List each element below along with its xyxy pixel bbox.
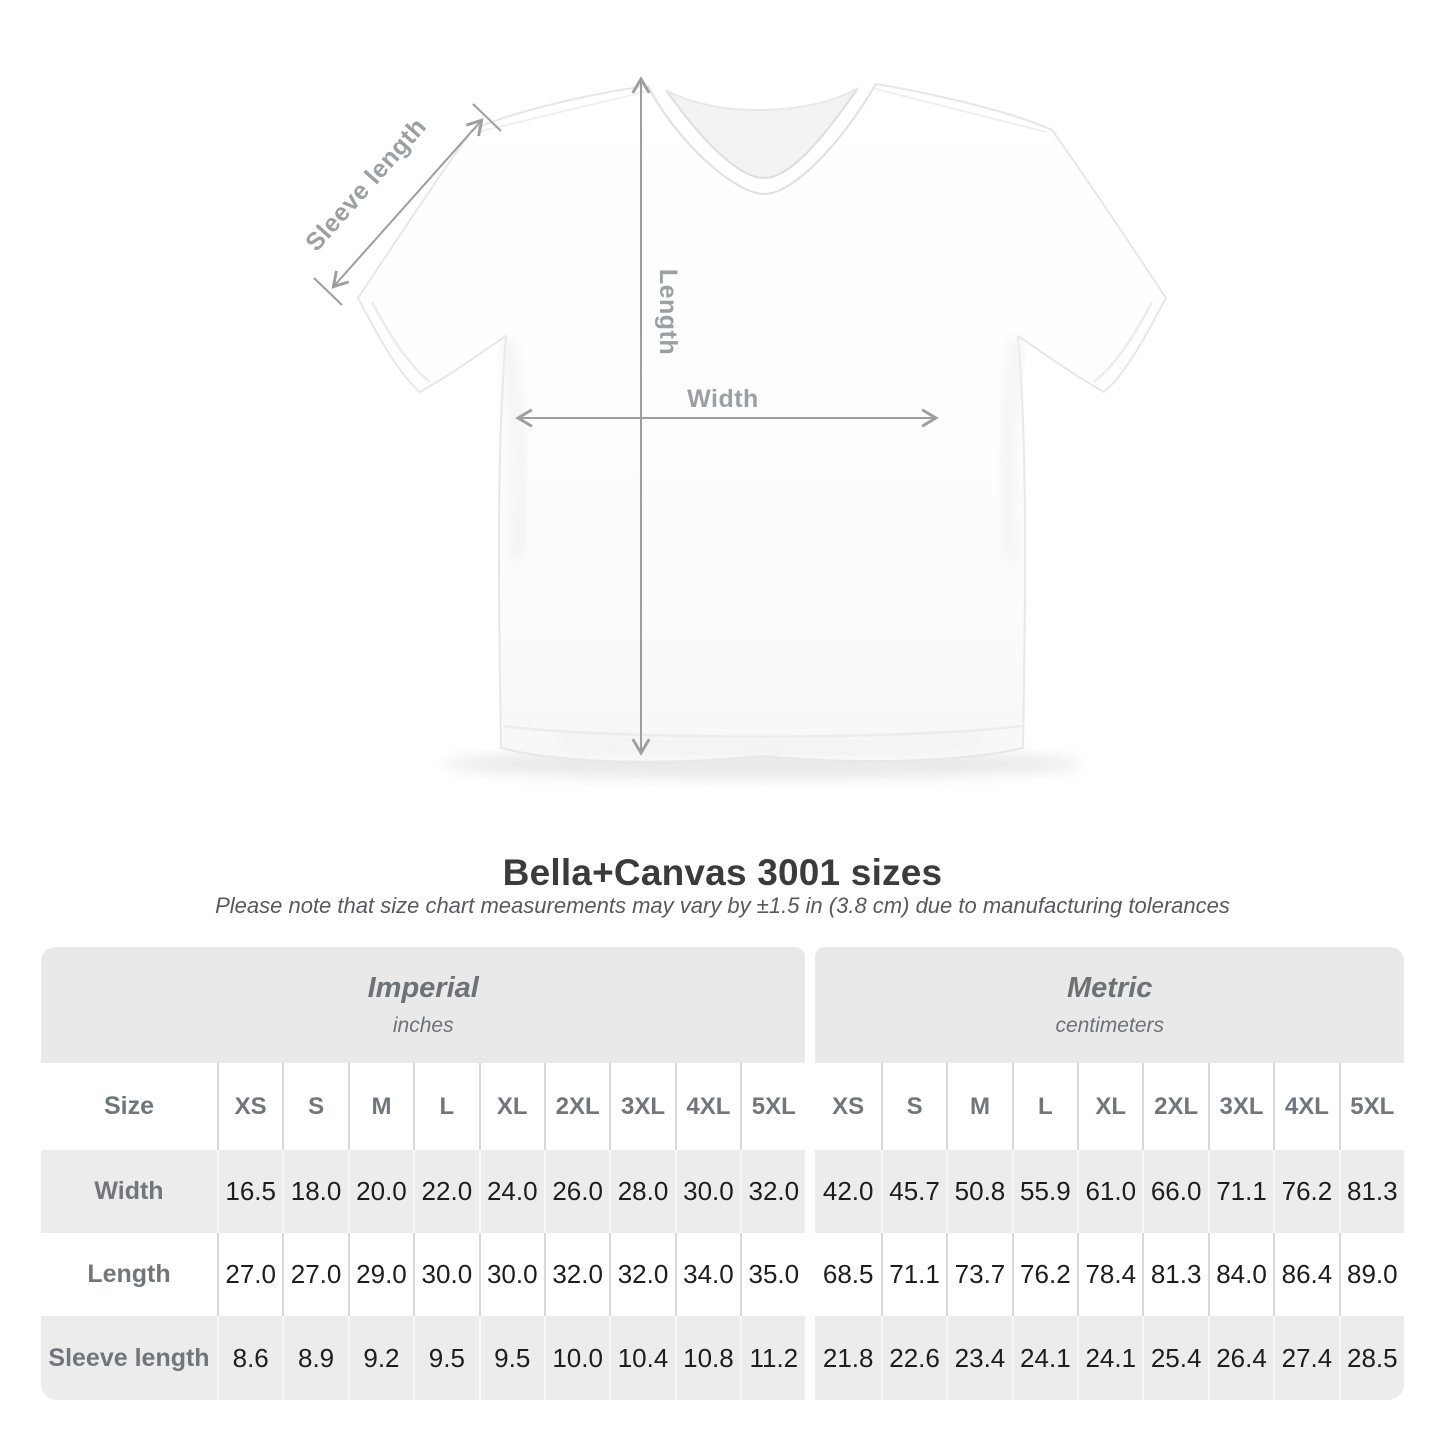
value-cell: 23.4	[946, 1316, 1012, 1400]
value-cell: 66.0	[1142, 1150, 1208, 1233]
value-cell: 32.0	[740, 1150, 806, 1233]
imperial-label: Imperial	[367, 972, 479, 1004]
value-cell: 10.8	[674, 1316, 741, 1400]
page-title: Bella+Canvas 3001 sizes	[502, 852, 943, 893]
metric-section-header: Metric centimeters	[815, 947, 1404, 1063]
value-cell: 55.9	[1011, 1150, 1078, 1233]
value-cell: 71.1	[880, 1233, 947, 1316]
value-cell: 29.0	[347, 1233, 414, 1316]
value-cell: 22.6	[880, 1316, 947, 1400]
value-cell: 27.0	[217, 1233, 283, 1316]
size-col-metric-xs: XS	[815, 1063, 881, 1150]
size-col-imperial-5xl: 5XL	[740, 1063, 806, 1150]
size-col-imperial-4xl: 4XL	[674, 1063, 741, 1150]
value-cell: 10.4	[609, 1316, 675, 1400]
imperial-unit: inches	[392, 1014, 454, 1037]
tolerance-note: Please note that size chart measurements…	[215, 893, 1230, 918]
value-cell: 34.0	[674, 1233, 741, 1316]
value-cell: 28.0	[609, 1150, 675, 1233]
size-col-imperial-s: S	[282, 1063, 348, 1150]
value-cell: 21.8	[815, 1316, 881, 1400]
value-cell: 8.9	[282, 1316, 348, 1400]
value-cell: 73.7	[946, 1233, 1012, 1316]
width-row-header: Width	[41, 1150, 217, 1233]
metric-unit: centimeters	[1055, 1014, 1164, 1037]
sleeve-length-row-header: Sleeve length	[41, 1316, 217, 1400]
size-col-metric-4xl: 4XL	[1273, 1063, 1339, 1150]
value-cell: 27.0	[282, 1233, 348, 1316]
size-col-imperial-3xl: 3XL	[609, 1063, 675, 1150]
value-cell: 28.5	[1338, 1316, 1404, 1400]
sleeve-length-arrow	[313, 103, 502, 306]
tshirt-image	[357, 83, 1167, 763]
metric-label: Metric	[1067, 972, 1153, 1004]
value-cell: 61.0	[1077, 1150, 1143, 1233]
value-cell: 30.0	[413, 1233, 479, 1316]
size-table: Imperial inches Metric centimeters Size …	[41, 947, 1404, 1400]
value-cell: 68.5	[815, 1233, 881, 1316]
value-cell: 86.4	[1273, 1233, 1339, 1316]
value-cell: 78.4	[1077, 1233, 1143, 1316]
size-col-imperial-xs: XS	[217, 1063, 283, 1150]
size-col-metric-l: L	[1011, 1063, 1078, 1150]
size-col-metric-3xl: 3XL	[1207, 1063, 1274, 1150]
value-cell: 9.5	[413, 1316, 479, 1400]
value-cell: 84.0	[1207, 1233, 1274, 1316]
value-cell: 30.0	[478, 1233, 544, 1316]
size-col-imperial-xl: XL	[478, 1063, 544, 1150]
size-col-metric-5xl: 5XL	[1338, 1063, 1404, 1150]
value-cell: 24.0	[478, 1150, 544, 1233]
width-label: Width	[687, 385, 759, 413]
value-cell: 24.1	[1077, 1316, 1143, 1400]
size-col-imperial-2xl: 2XL	[543, 1063, 610, 1150]
value-cell: 22.0	[413, 1150, 479, 1233]
size-col-imperial-m: M	[347, 1063, 414, 1150]
value-cell: 81.3	[1338, 1150, 1404, 1233]
value-cell: 32.0	[609, 1233, 675, 1316]
size-col-metric-m: M	[946, 1063, 1012, 1150]
value-cell: 20.0	[347, 1150, 414, 1233]
value-cell: 76.2	[1273, 1150, 1339, 1233]
value-cell: 16.5	[217, 1150, 283, 1233]
value-cell: 10.0	[543, 1316, 610, 1400]
value-cell: 35.0	[740, 1233, 806, 1316]
size-col-imperial-l: L	[413, 1063, 479, 1150]
value-cell: 9.5	[478, 1316, 544, 1400]
size-col-metric-2xl: 2XL	[1142, 1063, 1208, 1150]
value-cell: 89.0	[1338, 1233, 1404, 1316]
value-cell: 27.4	[1273, 1316, 1339, 1400]
value-cell: 81.3	[1142, 1233, 1208, 1316]
tshirt-diagram: Sleeve length Length Width	[300, 76, 1167, 779]
value-cell: 11.2	[740, 1316, 806, 1400]
value-cell: 50.8	[946, 1150, 1012, 1233]
value-cell: 71.1	[1207, 1150, 1274, 1233]
value-cell: 26.4	[1207, 1316, 1274, 1400]
value-cell: 30.0	[674, 1150, 741, 1233]
tshirt-collar	[647, 83, 877, 196]
value-cell: 26.0	[543, 1150, 610, 1233]
size-col-metric-xl: XL	[1077, 1063, 1143, 1150]
value-cell: 42.0	[815, 1150, 881, 1233]
value-cell: 76.2	[1011, 1233, 1078, 1316]
value-cell: 24.1	[1011, 1316, 1078, 1400]
value-cell: 45.7	[880, 1150, 947, 1233]
value-cell: 18.0	[282, 1150, 348, 1233]
value-cell: 25.4	[1142, 1316, 1208, 1400]
length-label: Length	[654, 269, 682, 355]
value-cell: 9.2	[347, 1316, 414, 1400]
length-row-header: Length	[41, 1233, 217, 1316]
size-col-metric-s: S	[880, 1063, 947, 1150]
imperial-section-header: Imperial inches	[41, 947, 806, 1063]
value-cell: 8.6	[217, 1316, 283, 1400]
size-row-header: Size	[41, 1063, 217, 1150]
value-cell: 32.0	[543, 1233, 610, 1316]
